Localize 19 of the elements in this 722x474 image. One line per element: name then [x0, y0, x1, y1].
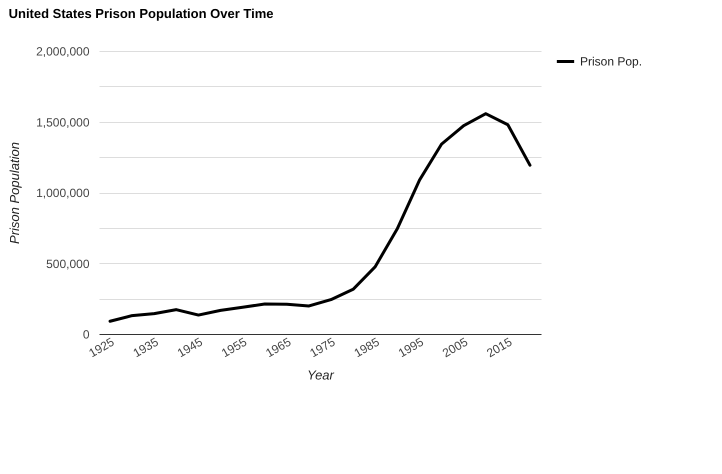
y-tick-label: 0 [82, 328, 90, 342]
line-series [108, 112, 532, 323]
y-tick-label: 2,000,000 [36, 44, 90, 58]
x-tick-label: 2005 [440, 334, 470, 360]
y-tick-label: 1,500,000 [36, 115, 90, 130]
x-axis-title: Year [307, 367, 335, 382]
x-tick-label: 1945 [174, 334, 206, 360]
y-tick-label: 500,000 [46, 256, 90, 271]
x-tick-label: 1955 [219, 334, 250, 360]
x-tick-label: 1975 [307, 334, 338, 360]
chart-title: United States Prison Population Over Time [8, 6, 274, 21]
y-tick-label: 1,000,000 [36, 186, 90, 200]
legend-label: Prison Pop. [580, 54, 642, 68]
x-tick-label: 1935 [130, 334, 162, 360]
y-axis-title: Prison Population [7, 142, 22, 244]
x-tick-label: 2015 [484, 334, 515, 360]
x-tick-label: 1985 [352, 334, 382, 360]
x-tick-label: 1995 [396, 334, 426, 360]
x-tick-label: 1965 [263, 334, 294, 360]
